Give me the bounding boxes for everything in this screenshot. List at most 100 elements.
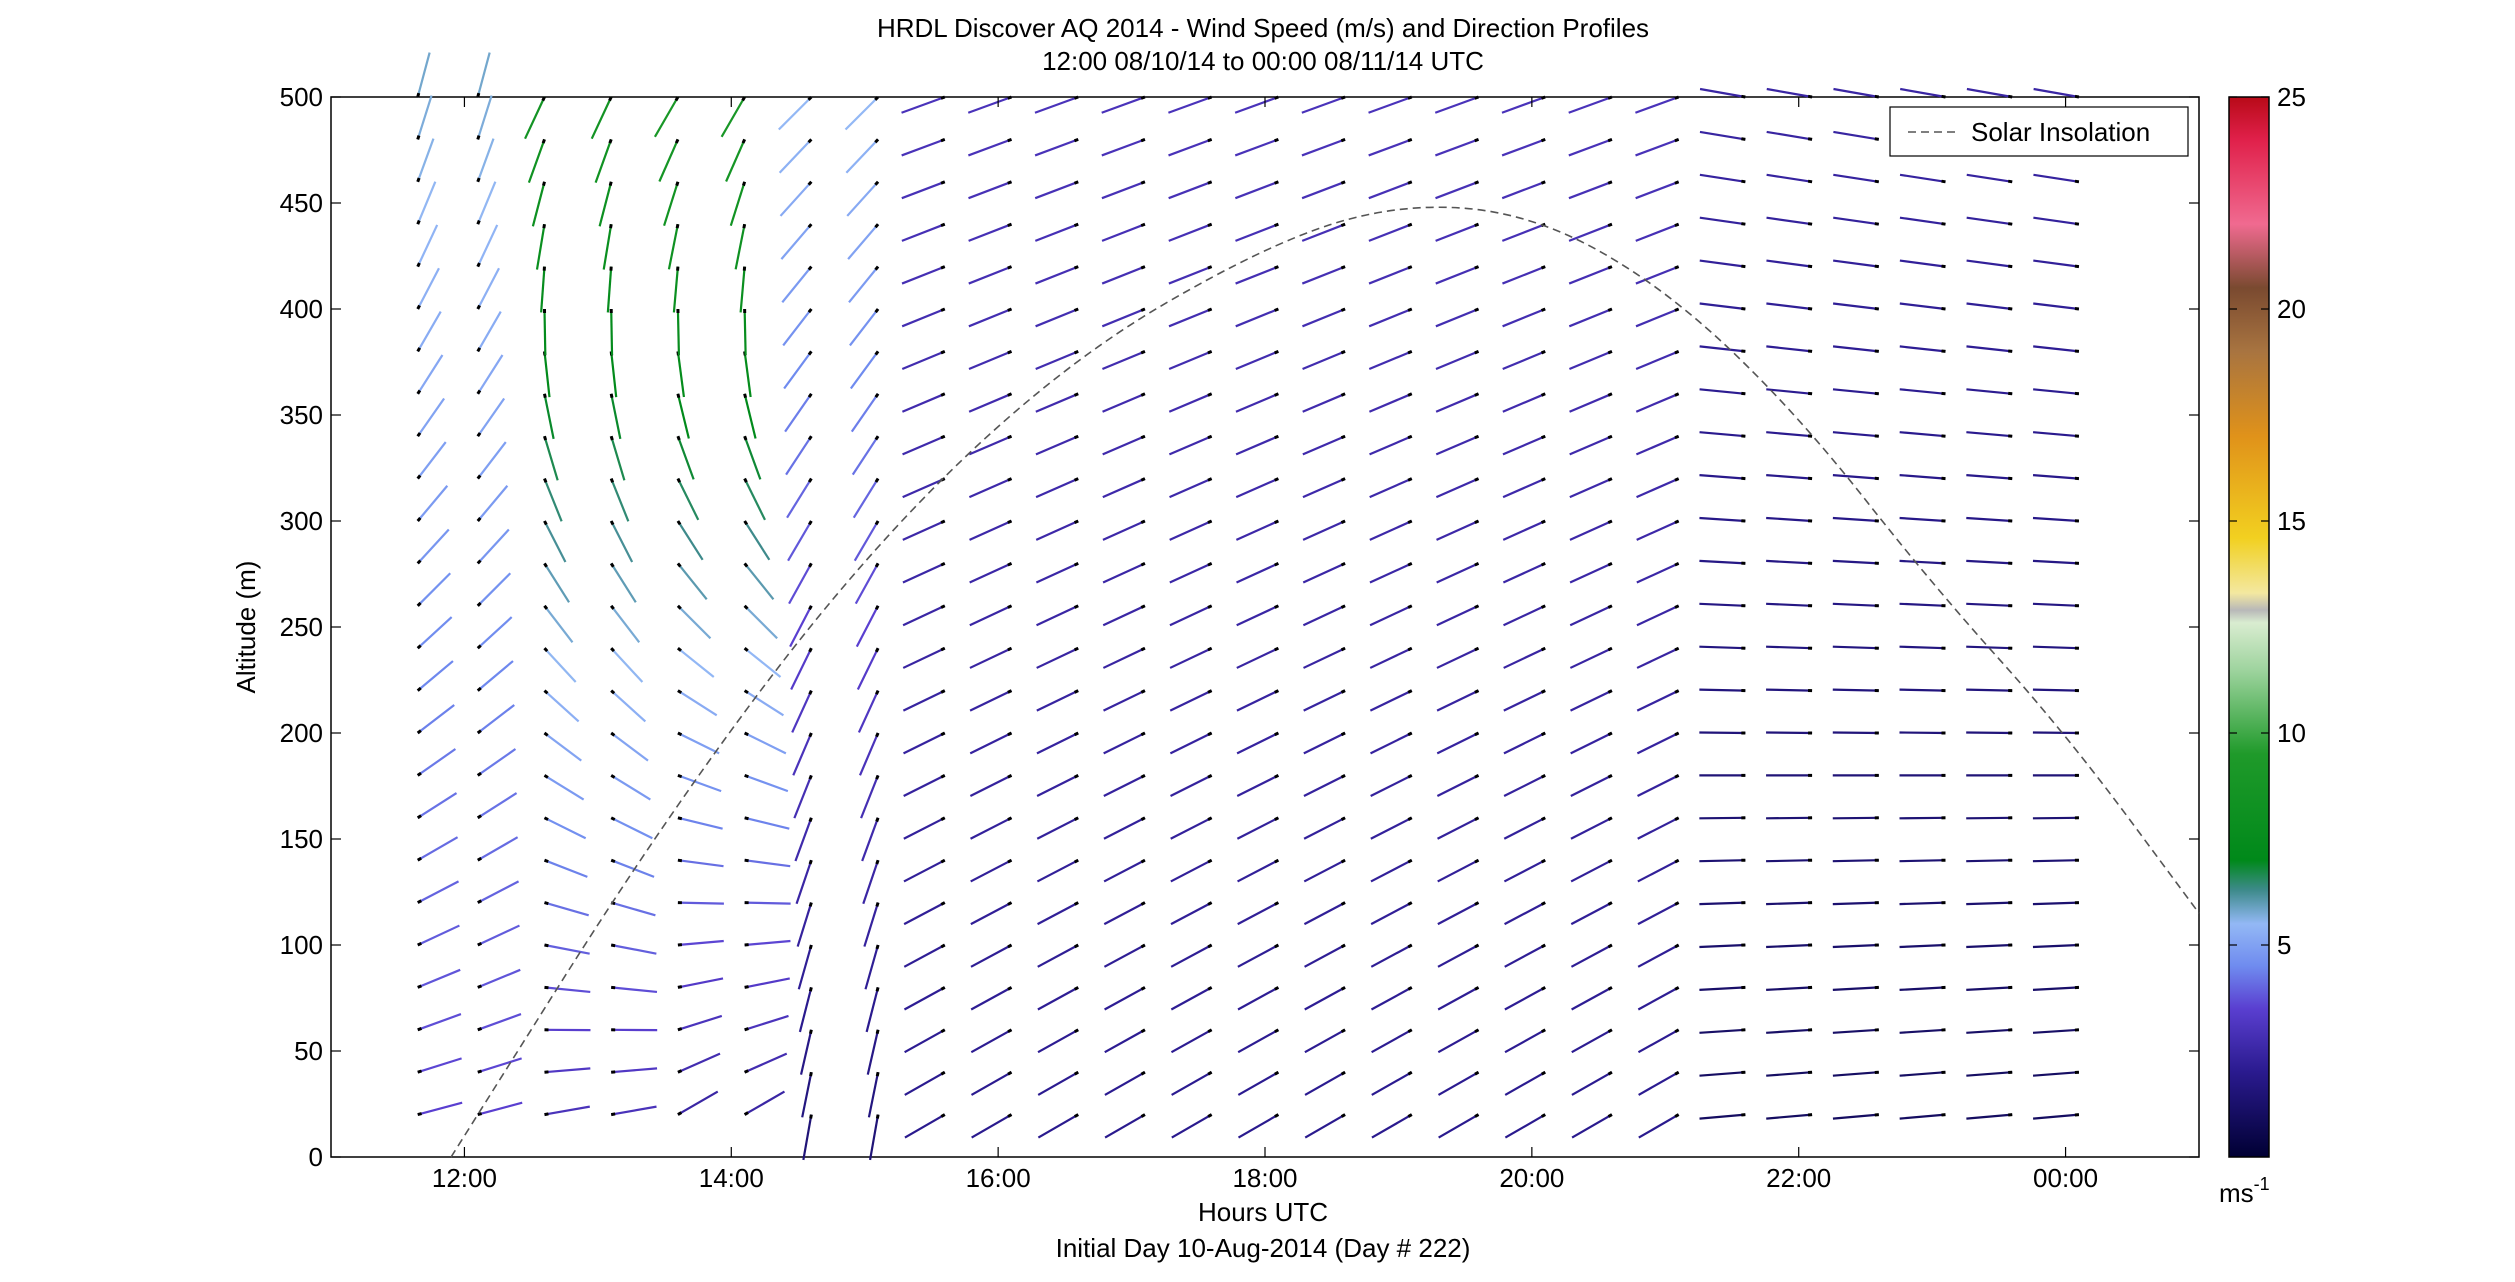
wind-vector [2032, 1113, 2080, 1120]
wind-vector-head [477, 856, 482, 862]
wind-vector [1503, 732, 1546, 755]
wind-vector [1568, 95, 1613, 114]
wind-vector-head [1407, 646, 1413, 652]
wind-vector [1766, 431, 1813, 438]
wind-vector [2032, 731, 2079, 735]
wind-vector [1101, 265, 1146, 285]
wind-vector [1103, 774, 1146, 798]
wind-vector [1302, 307, 1346, 328]
wind-vector [610, 435, 626, 481]
wind-vector [2032, 901, 2079, 906]
wind-vector [1036, 774, 1079, 798]
wind-vector-head [610, 858, 616, 864]
wind-vector [1699, 731, 1746, 735]
wind-vector [2032, 431, 2080, 438]
wind-vector-head [1140, 1113, 1146, 1118]
wind-vector-head [1274, 434, 1279, 440]
wind-vector [416, 485, 449, 522]
wind-vector [1035, 265, 1079, 285]
wind-vector [1302, 519, 1346, 541]
wind-vector [476, 572, 512, 607]
wind-vector-head [677, 731, 683, 737]
wind-vector [1966, 986, 2013, 992]
wind-vector-head [476, 516, 482, 522]
colorbar-unit: ms-1 [2219, 1174, 2270, 1208]
wind-vector-head [1874, 137, 1880, 141]
wind-vector [849, 308, 879, 347]
wind-vector [744, 732, 787, 755]
wind-vector [1237, 1028, 1279, 1054]
wind-vector-head [543, 604, 549, 610]
wind-vector-head [1007, 858, 1013, 864]
wind-vector-head [1140, 350, 1146, 355]
wind-vector [734, 223, 746, 270]
wind-vector-head [809, 1071, 813, 1077]
wind-vector [1102, 604, 1146, 627]
wind-vector-head [476, 729, 482, 735]
wind-vector-head [1274, 689, 1279, 694]
wind-vector-head [476, 262, 481, 268]
wind-vector [786, 478, 813, 519]
wind-vector [1103, 732, 1146, 755]
wind-vector-head [807, 180, 813, 186]
wind-vector-head [808, 902, 813, 907]
wind-vector [1568, 223, 1613, 242]
x-tick-label: 12:00 [432, 1163, 497, 1193]
wind-vector [1569, 435, 1613, 456]
wind-vector-head [610, 604, 615, 610]
wind-vector-head [544, 901, 549, 906]
wind-vector [416, 138, 435, 183]
wind-vector-head [808, 1029, 813, 1035]
wind-vector-head [476, 559, 482, 565]
wind-vector-head [808, 647, 813, 653]
wind-vector [1899, 87, 1946, 99]
wind-vector [743, 393, 757, 439]
wind-vector-head [743, 477, 748, 483]
wind-vector [743, 478, 766, 521]
colorbar-tick-label: 15 [2277, 506, 2306, 536]
wind-vector [968, 350, 1012, 371]
wind-vector-head [1207, 986, 1213, 991]
wind-vector-head [1007, 180, 1013, 185]
wind-vector-head [676, 604, 682, 610]
wind-vector-head [543, 393, 547, 399]
wind-vector-head [1073, 774, 1079, 779]
wind-vector-head [1407, 350, 1413, 355]
wind-vector-head [416, 347, 422, 353]
wind-vector-head [1807, 94, 1813, 99]
wind-vector-head [1540, 689, 1546, 694]
wind-vector-head [1140, 901, 1146, 906]
wind-vector-head [1140, 137, 1146, 143]
wind-vector-head [1741, 137, 1746, 141]
wind-vector-head [543, 816, 549, 821]
wind-vector-head [1007, 1070, 1013, 1076]
wind-vector-head [1540, 901, 1546, 906]
wind-vector [1636, 477, 1680, 499]
wind-vector-head [1073, 689, 1079, 694]
wind-vector [1966, 173, 2013, 183]
wind-vector [1636, 689, 1680, 712]
wind-vector-head [1140, 646, 1146, 652]
wind-vector-head [1073, 858, 1079, 864]
wind-vector [1236, 647, 1279, 669]
wind-vector-head [875, 732, 880, 738]
wind-vector-head [1073, 392, 1079, 397]
wind-vector-head [1007, 901, 1013, 906]
wind-vector [1833, 259, 1879, 268]
wind-vector-head [1607, 986, 1613, 991]
wind-vector [1368, 95, 1413, 114]
wind-vector [1436, 647, 1479, 669]
wind-vector [1502, 392, 1546, 413]
wind-vector-head [874, 647, 880, 653]
wind-vector [543, 393, 555, 440]
wind-vector [1437, 986, 1480, 1011]
wind-vector [1699, 388, 1746, 395]
wind-vector [802, 1114, 813, 1161]
wind-vector [476, 485, 509, 522]
wind-vector-head [1540, 816, 1546, 821]
wind-vector [543, 308, 547, 356]
wind-vector [1766, 259, 1813, 268]
wind-vector-head [874, 138, 880, 144]
wind-vector [417, 968, 461, 989]
wind-vector [1170, 986, 1213, 1011]
